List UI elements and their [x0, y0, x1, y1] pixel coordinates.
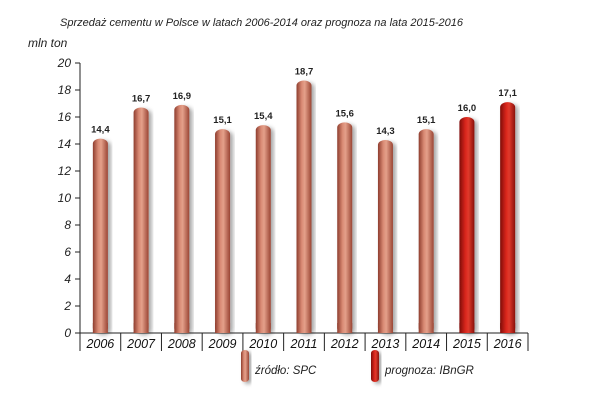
legend-swatch	[241, 350, 249, 382]
y-tick-label: 12	[58, 164, 72, 178]
bar-base	[92, 323, 108, 333]
bar	[255, 125, 271, 333]
bar-base	[255, 323, 271, 333]
chart-title: Sprzedaż cementu w Polsce w latach 2006-…	[60, 17, 464, 29]
bar	[377, 139, 393, 333]
bar-group: 16,0	[458, 103, 477, 333]
y-tick-label: 18	[58, 83, 72, 97]
y-tick-label: 2	[63, 299, 71, 313]
x-tick-label: 2009	[208, 337, 237, 351]
y-axis-label: mln ton	[28, 36, 68, 50]
x-tick-label: 2007	[126, 337, 156, 351]
legend-swatch	[371, 350, 379, 382]
bar-group: 14,4	[91, 125, 110, 333]
data-label: 16,0	[458, 103, 477, 114]
data-label: 14,3	[376, 126, 395, 137]
data-label: 15,1	[417, 115, 436, 126]
legend-label: prognoza: IBnGR	[384, 365, 474, 377]
bar-group: 18,7	[295, 67, 314, 333]
bar-group: 14,3	[376, 126, 395, 333]
bar-base	[377, 323, 393, 333]
y-tick-label: 14	[58, 137, 72, 151]
data-label: 16,7	[132, 94, 151, 105]
x-axis-ticks: 2006 2007 2008 2009 2010 2011 2012 2013 2014 2015…	[79, 333, 529, 351]
bar-base	[418, 323, 434, 333]
x-tick-label: 2015	[452, 337, 481, 351]
data-label: 18,7	[295, 67, 314, 78]
x-tick-label: 2012	[330, 337, 359, 351]
bars: 14,4 16,7 16,9 15,1 15,4 18,7 15,6 14,3 15,1 16,0…	[91, 67, 518, 334]
y-tick-label: 6	[64, 245, 71, 259]
x-tick-label: 2016	[493, 337, 522, 351]
x-tick-label: 2006	[85, 337, 114, 351]
bar-group: 15,1	[417, 115, 436, 333]
bar	[459, 117, 475, 333]
bar-group: 17,1	[498, 88, 518, 334]
legend-label: źródło: SPC	[254, 365, 317, 377]
bar	[174, 104, 190, 333]
y-tick-label: 4	[64, 272, 71, 286]
bar	[337, 122, 353, 334]
x-tick-label: 2013	[371, 337, 400, 351]
bar	[133, 107, 149, 333]
y-tick-label: 10	[58, 191, 72, 205]
data-label: 15,6	[335, 108, 354, 119]
data-label: 15,1	[213, 115, 232, 126]
y-tick-label: 0	[64, 326, 71, 340]
x-tick-label: 2014	[411, 337, 440, 351]
bar	[296, 80, 312, 333]
bar	[500, 102, 516, 334]
y-tick-label: 8	[64, 218, 71, 232]
data-label: 14,4	[91, 125, 110, 136]
bar-group: 16,9	[173, 91, 192, 333]
bar-base	[133, 323, 149, 333]
bar-base	[215, 323, 231, 333]
bar-group: 16,7	[132, 94, 151, 333]
bar-group: 15,1	[213, 115, 233, 333]
bar-base	[500, 323, 516, 333]
data-label: 16,9	[173, 91, 192, 102]
data-label: 17,1	[498, 88, 517, 99]
bar	[92, 138, 108, 333]
legend-item: źródło: SPC	[241, 350, 317, 382]
legend: źródło: SPC prognoza: IBnGR	[241, 350, 474, 382]
bar-base	[174, 323, 190, 333]
x-tick-label: 2010	[248, 337, 277, 351]
bar-group: 15,4	[254, 111, 273, 333]
bar-group: 15,6	[335, 108, 354, 334]
legend-item: prognoza: IBnGR	[371, 350, 474, 382]
y-tick-label: 20	[57, 56, 72, 70]
bar	[418, 129, 434, 333]
bar-base	[337, 323, 353, 333]
x-tick-label: 2008	[167, 337, 196, 351]
bar-base	[296, 323, 312, 333]
data-label: 15,4	[254, 111, 273, 122]
bar	[215, 129, 231, 333]
y-axis-ticks: 0 2 4 6 8 10 12 14 16 18 20	[57, 56, 80, 340]
bar-base	[459, 323, 475, 333]
y-tick-label: 16	[58, 110, 72, 124]
x-tick-label: 2011	[290, 337, 318, 351]
